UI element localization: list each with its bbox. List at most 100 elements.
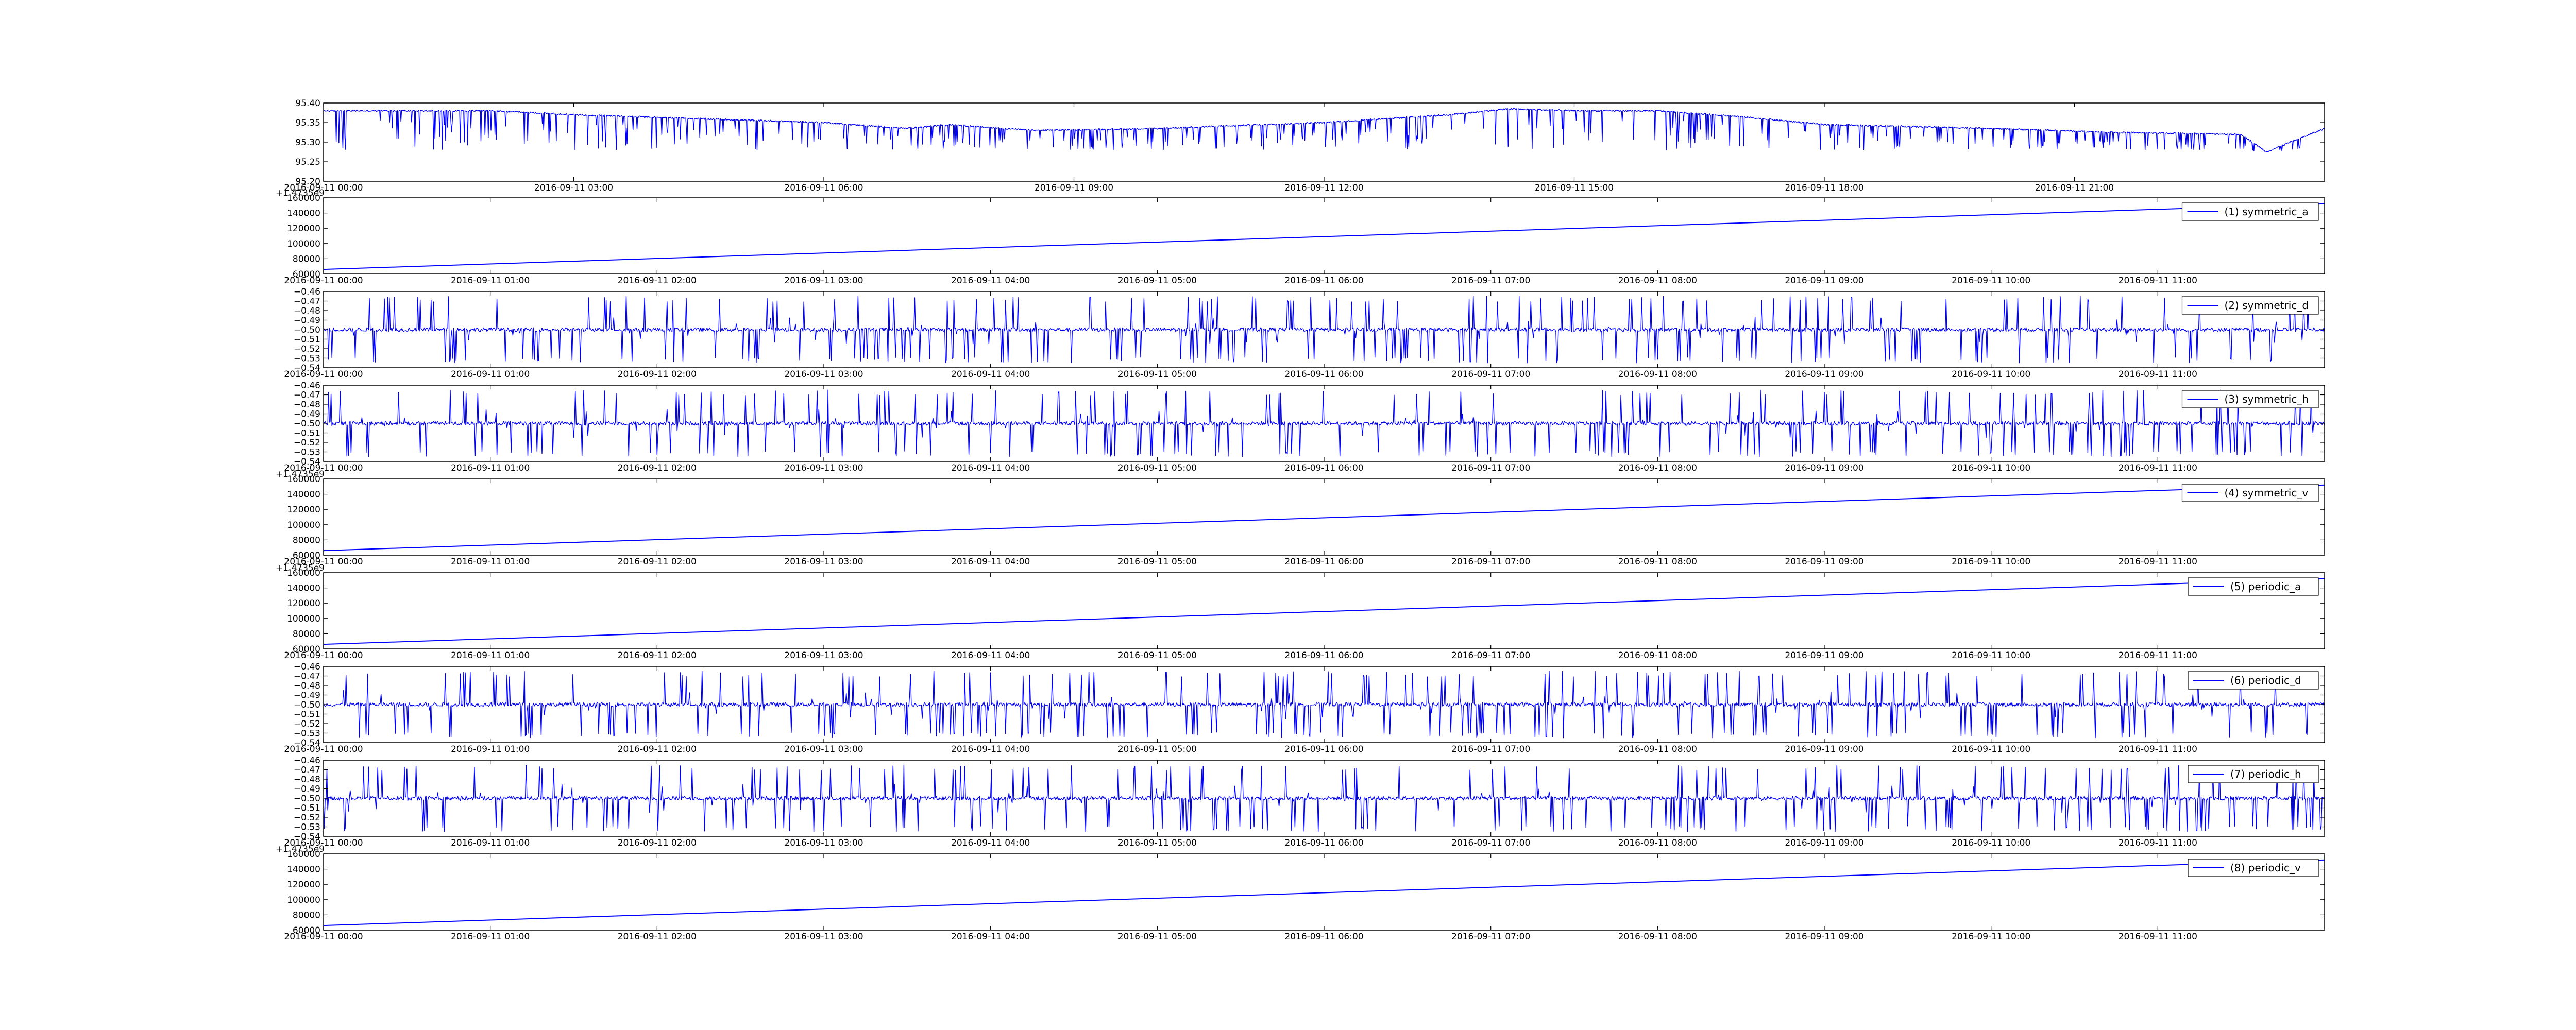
y-tick-label: −0.52: [294, 813, 320, 823]
x-tick-label: 2016-09-11 07:00: [1451, 463, 1530, 473]
legend-frame: [2188, 859, 2319, 877]
x-tick-label: 2016-09-11 05:00: [1118, 557, 1197, 567]
x-tick-label: 2016-09-11 04:00: [951, 932, 1030, 942]
y-tick-label: −0.51: [294, 335, 320, 345]
x-tick-label: 2016-09-11 05:00: [1118, 932, 1197, 942]
legend-label: (2) symmetric_d: [2225, 299, 2309, 312]
x-tick-label: 2016-09-11 07:00: [1451, 744, 1530, 754]
legend: (5) periodic_a: [2188, 577, 2319, 596]
y-tick-label: 95.30: [295, 138, 320, 148]
axes-frame: [323, 102, 2325, 182]
x-tick-label: 2016-09-11 05:00: [1118, 369, 1197, 380]
x-tick-label: 2016-09-11 05:00: [1118, 838, 1197, 848]
x-tick-label: 2016-09-11 02:00: [618, 932, 697, 942]
x-tick-label: 2016-09-11 06:00: [1284, 838, 1363, 848]
x-tick-label: 2016-09-11 09:00: [1785, 463, 1863, 473]
series-line-5-0: [323, 578, 2325, 645]
y-tick-label: 95.40: [295, 98, 320, 109]
series-line-4-0: [323, 484, 2325, 552]
x-tick-label: 2016-09-11 03:00: [534, 183, 613, 193]
legend: (8) periodic_v: [2188, 859, 2319, 877]
y-tick-label: −0.53: [294, 354, 320, 364]
subplot-6: −0.54−0.53−0.52−0.51−0.50−0.49−0.48−0.47…: [284, 662, 2325, 754]
y-tick-label: −0.47: [294, 390, 320, 401]
subplot-8: 60000 80000 100000 120000 140000 160000 2016-0…: [276, 844, 2325, 942]
x-tick-label: 2016-09-11 04:00: [951, 276, 1030, 286]
x-tick-label: 2016-09-11 04:00: [951, 369, 1030, 380]
x-tick-label: 2016-09-11 03:00: [784, 932, 863, 942]
y-tick-label: 60000: [293, 925, 320, 936]
y-tick-label: 100000: [287, 614, 320, 624]
y-tick-label: 160000: [287, 568, 320, 578]
x-tick-label: 2016-09-11 10:00: [1952, 369, 2030, 380]
legend-label: (8) periodic_v: [2230, 862, 2301, 874]
x-tick-label: 2016-09-11 04:00: [951, 557, 1030, 567]
x-tick-label: 2016-09-11 18:00: [1785, 183, 1863, 193]
y-tick-label: −0.48: [294, 400, 320, 410]
x-tick-label: 2016-09-11 10:00: [1952, 744, 2030, 754]
legend: (3) symmetric_h: [2181, 390, 2319, 408]
legend-label: (3) symmetric_h: [2225, 393, 2309, 405]
legend-label: (1) symmetric_a: [2225, 205, 2309, 218]
y-tick-label: −0.47: [294, 297, 320, 307]
series-line-7-0: [323, 764, 2325, 832]
y-tick-label: 100000: [287, 239, 320, 249]
x-tick-label: 2016-09-11 07:00: [1451, 650, 1530, 661]
series-line-2-0: [323, 296, 2325, 364]
legend-label: (4) symmetric_v: [2225, 487, 2309, 499]
subplot-4: 60000 80000 100000 120000 140000 160000 2016-0…: [276, 469, 2325, 567]
x-tick-label: 2016-09-11 08:00: [1618, 932, 1697, 942]
y-tick-label: −0.46: [294, 287, 320, 297]
y-tick-label: −0.50: [294, 700, 320, 710]
x-tick-label: 2016-09-11 11:00: [2119, 463, 2197, 473]
y-tick-label: 60000: [293, 551, 320, 561]
y-tick-label: 160000: [287, 193, 320, 203]
x-tick-label: 2016-09-11 06:00: [1284, 932, 1363, 942]
x-tick-label: 2016-09-11 07:00: [1451, 369, 1530, 380]
y-tick-label: −0.46: [294, 662, 320, 672]
x-tick-label: 2016-09-11 21:00: [2035, 183, 2114, 193]
x-tick-label: 2016-09-11 02:00: [618, 744, 697, 754]
legend: (6) periodic_d: [2188, 671, 2319, 690]
y-tick-label: −0.48: [294, 306, 320, 316]
x-tick-label: 2016-09-11 02:00: [618, 463, 697, 473]
x-tick-label: 2016-09-11 11:00: [2119, 557, 2197, 567]
x-tick-label: 2016-09-11 11:00: [2119, 650, 2197, 661]
x-tick-label: 2016-09-11 00:00: [284, 369, 363, 380]
y-tick-label: 95.20: [295, 177, 320, 187]
x-tick-label: 2016-09-11 01:00: [451, 744, 530, 754]
x-tick-label: 2016-09-11 11:00: [2119, 838, 2197, 848]
legend: (2) symmetric_d: [2181, 296, 2319, 315]
x-tick-label: 2016-09-11 02:00: [618, 838, 697, 848]
x-tick-label: 2016-09-11 03:00: [784, 369, 863, 380]
x-tick-label: 2016-09-11 06:00: [1284, 276, 1363, 286]
x-tick-label: 2016-09-11 07:00: [1451, 838, 1530, 848]
x-tick-label: 2016-09-11 08:00: [1618, 744, 1697, 754]
y-tick-label: 100000: [287, 895, 320, 905]
x-tick-label: 2016-09-11 03:00: [784, 463, 863, 473]
y-tick-label: −0.51: [294, 710, 320, 720]
x-tick-label: 2016-09-11 01:00: [451, 369, 530, 380]
x-tick-label: 2016-09-11 09:00: [1785, 932, 1863, 942]
legend-label: (6) periodic_d: [2230, 674, 2301, 686]
y-tick-label: 160000: [287, 849, 320, 860]
y-tick-label: 140000: [287, 865, 320, 875]
subplot-2: −0.54−0.53−0.52−0.51−0.50−0.49−0.48−0.47…: [284, 287, 2325, 380]
x-tick-label: 2016-09-11 08:00: [1618, 369, 1697, 380]
x-tick-label: 2016-09-11 00:00: [284, 276, 363, 286]
y-tick-label: −0.54: [294, 363, 320, 373]
x-tick-label: 2016-09-11 09:00: [1785, 650, 1863, 661]
x-tick-label: 2016-09-11 05:00: [1118, 463, 1197, 473]
x-tick-label: 2016-09-11 04:00: [951, 744, 1030, 754]
subplot-3: −0.54−0.53−0.52−0.51−0.50−0.49−0.48−0.47…: [284, 381, 2325, 473]
x-tick-label: 2016-09-11 06:00: [784, 183, 863, 193]
y-tick-label: 120000: [287, 880, 320, 890]
y-tick-label: 80000: [293, 910, 320, 920]
x-tick-label: 2016-09-11 02:00: [618, 650, 697, 661]
y-tick-label: 60000: [293, 644, 320, 655]
x-tick-label: 2016-09-11 04:00: [951, 838, 1030, 848]
y-tick-label: −0.49: [294, 316, 320, 326]
legend-label: (5) periodic_a: [2230, 580, 2301, 593]
y-tick-label: −0.47: [294, 765, 320, 776]
